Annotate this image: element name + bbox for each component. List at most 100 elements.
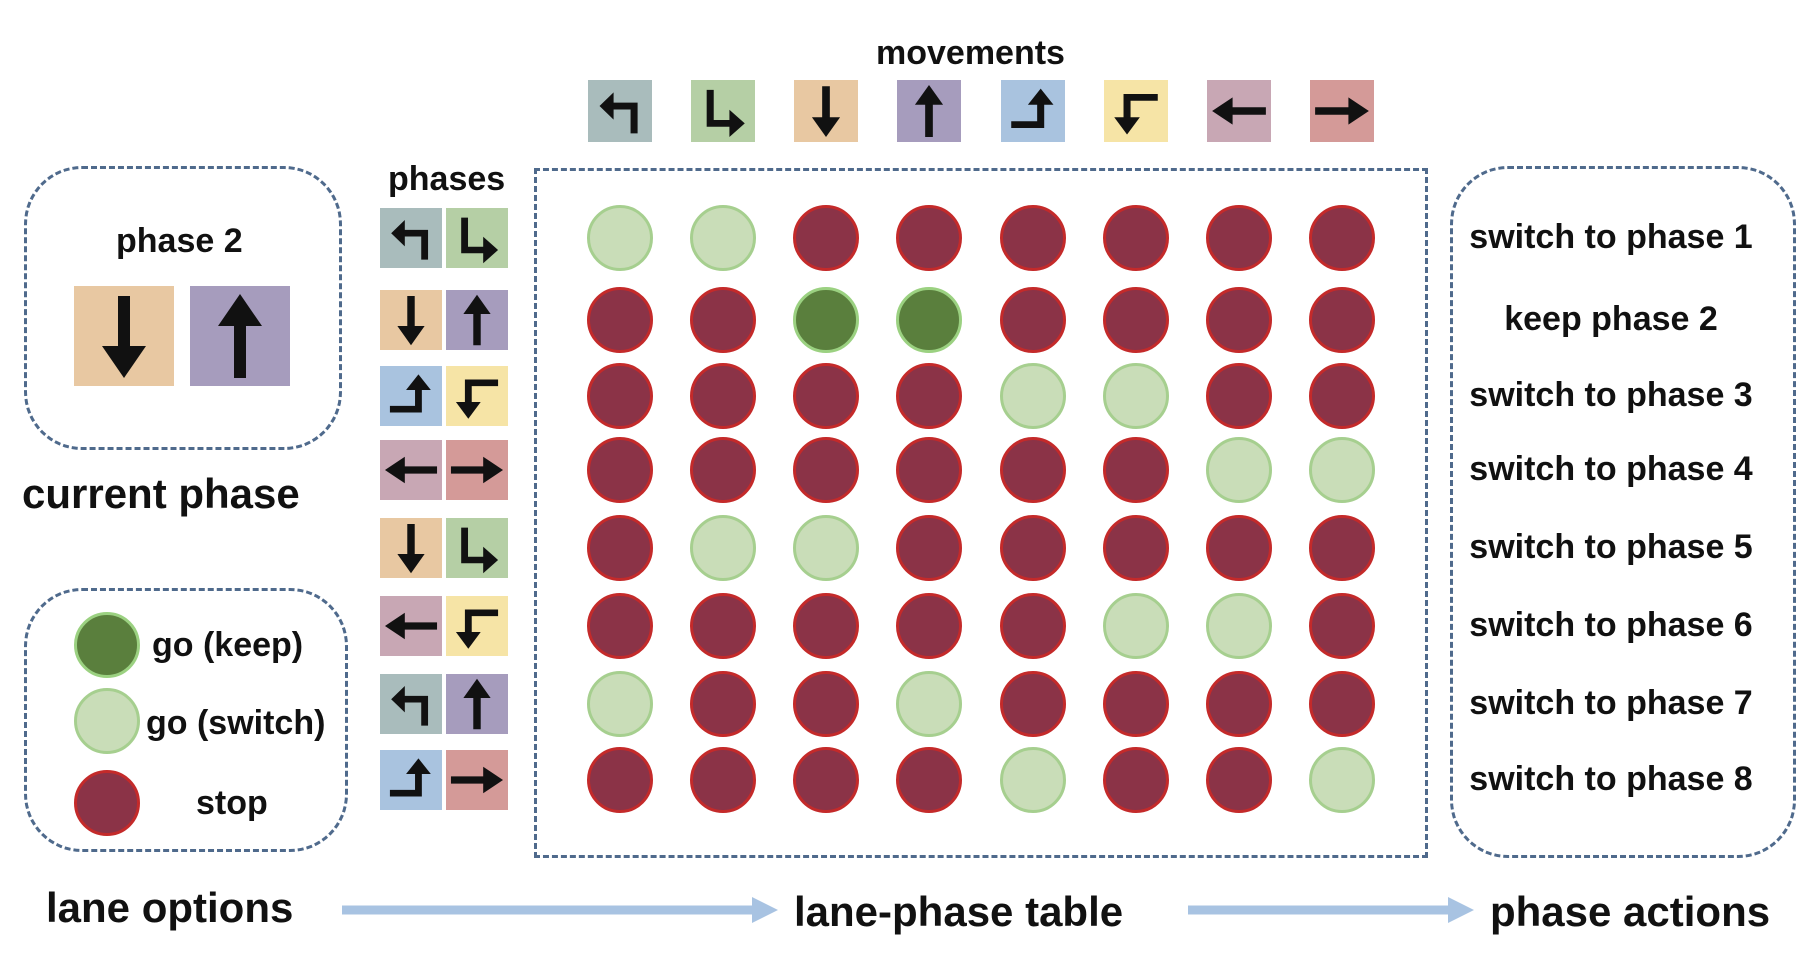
turn-left-arrow-icon	[391, 220, 429, 260]
phase-5-movement-a	[380, 518, 442, 578]
movement-tile-east-right-turn	[1104, 80, 1168, 142]
cell-phase-5-movement-4	[896, 515, 962, 581]
turn-right-arrow-icon	[706, 89, 745, 138]
cell-phase-6-movement-4	[896, 593, 962, 659]
phase-action-8: switch to phase 8	[1469, 760, 1753, 798]
up-arrow-icon	[914, 84, 944, 138]
turn-up-arrow-icon	[389, 374, 431, 413]
turn-right-arrow-icon	[461, 527, 499, 574]
right-arrow-icon	[1315, 97, 1369, 125]
phase-6-movement-b	[446, 596, 508, 656]
cell-phase-2-movement-8	[1309, 287, 1375, 353]
phase-3-movement-a	[380, 366, 442, 426]
cell-phase-2-movement-3	[793, 287, 859, 353]
movement-tile-east-through	[1310, 80, 1374, 142]
turn-up-arrow-icon	[1011, 88, 1054, 129]
movement-tile-west-through	[1207, 80, 1271, 142]
cell-phase-4-movement-3	[793, 437, 859, 503]
up-arrow-icon	[218, 294, 262, 378]
phase-action-5: switch to phase 5	[1469, 528, 1753, 566]
cell-phase-8-movement-8	[1309, 747, 1375, 813]
current-phase-tile-south	[74, 286, 174, 386]
movement-tile-south-through	[794, 80, 858, 142]
cell-phase-1-movement-5	[1000, 205, 1066, 271]
legend-switch-swatch	[74, 688, 140, 754]
phase-action-4: switch to phase 4	[1469, 450, 1753, 488]
phase-action-6: switch to phase 6	[1469, 606, 1753, 644]
cell-phase-5-movement-3	[793, 515, 859, 581]
cell-phase-7-movement-4	[896, 671, 962, 737]
phase-5-movement-b	[446, 518, 508, 578]
cell-phase-4-movement-4	[896, 437, 962, 503]
movements-label: movements	[876, 34, 1065, 72]
phase-4-movement-b	[446, 440, 508, 500]
cell-phase-5-movement-1	[587, 515, 653, 581]
down-arrow-icon	[811, 86, 841, 138]
cell-phase-3-movement-2	[690, 363, 756, 429]
cell-phase-8-movement-2	[690, 747, 756, 813]
turn-up-arrow-icon	[389, 758, 431, 797]
cell-phase-5-movement-5	[1000, 515, 1066, 581]
turn-down-arrow-icon	[455, 379, 499, 419]
turn-right-arrow-icon	[461, 217, 499, 264]
phase-actions-box	[1450, 166, 1796, 858]
cell-phase-1-movement-3	[793, 205, 859, 271]
movement-tile-west-right-turn	[691, 80, 755, 142]
cell-phase-8-movement-3	[793, 747, 859, 813]
movement-tile-north-left-turn	[588, 80, 652, 142]
cell-phase-7-movement-6	[1103, 671, 1169, 737]
movement-tile-north-through	[897, 80, 961, 142]
cell-phase-5-movement-6	[1103, 515, 1169, 581]
cell-phase-6-movement-2	[690, 593, 756, 659]
cell-phase-6-movement-3	[793, 593, 859, 659]
cell-phase-2-movement-7	[1206, 287, 1272, 353]
phase-6-movement-a	[380, 596, 442, 656]
cell-phase-6-movement-5	[1000, 593, 1066, 659]
down-arrow-icon	[397, 524, 425, 574]
legend-stop-label: stop	[196, 784, 268, 822]
cell-phase-1-movement-6	[1103, 205, 1169, 271]
phases-label: phases	[388, 160, 506, 198]
cell-phase-6-movement-7	[1206, 593, 1272, 659]
up-arrow-icon	[463, 678, 491, 730]
turn-down-arrow-icon	[1114, 93, 1158, 135]
phase-1-movement-b	[446, 208, 508, 268]
cell-phase-2-movement-5	[1000, 287, 1066, 353]
cell-phase-4-movement-6	[1103, 437, 1169, 503]
cell-phase-6-movement-6	[1103, 593, 1169, 659]
up-arrow-icon	[463, 294, 491, 346]
phase-7-movement-b	[446, 674, 508, 734]
cell-phase-3-movement-7	[1206, 363, 1272, 429]
legend-box	[24, 588, 348, 852]
cell-phase-3-movement-3	[793, 363, 859, 429]
cell-phase-8-movement-5	[1000, 747, 1066, 813]
phase-3-movement-b	[446, 366, 508, 426]
cell-phase-1-movement-2	[690, 205, 756, 271]
down-arrow-icon	[397, 296, 425, 346]
flow-arrow-1	[342, 897, 778, 923]
legend-switch-label: go (switch)	[146, 704, 326, 742]
cell-phase-8-movement-6	[1103, 747, 1169, 813]
phase-action-3: switch to phase 3	[1469, 376, 1753, 414]
cell-phase-3-movement-1	[587, 363, 653, 429]
phase-8-movement-a	[380, 750, 442, 810]
cell-phase-1-movement-7	[1206, 205, 1272, 271]
cell-phase-1-movement-1	[587, 205, 653, 271]
legend-keep-label: go (keep)	[152, 626, 304, 664]
cell-phase-5-movement-2	[690, 515, 756, 581]
right-arrow-icon	[450, 766, 504, 794]
cell-phase-8-movement-1	[587, 747, 653, 813]
cell-phase-8-movement-7	[1206, 747, 1272, 813]
phase-action-1: switch to phase 1	[1469, 218, 1753, 256]
phase-4-movement-a	[380, 440, 442, 500]
turn-left-arrow-icon	[599, 92, 638, 134]
cell-phase-2-movement-4	[896, 287, 962, 353]
phase-action-2: keep phase 2	[1504, 300, 1718, 338]
cell-phase-3-movement-8	[1309, 363, 1375, 429]
left-arrow-icon	[384, 456, 438, 484]
cell-phase-1-movement-4	[896, 205, 962, 271]
movement-tile-south-left-turn	[1001, 80, 1065, 142]
lane-phase-table-label: lane-phase table	[794, 888, 1124, 935]
cell-phase-7-movement-7	[1206, 671, 1272, 737]
flow-arrow-2	[1188, 897, 1474, 923]
